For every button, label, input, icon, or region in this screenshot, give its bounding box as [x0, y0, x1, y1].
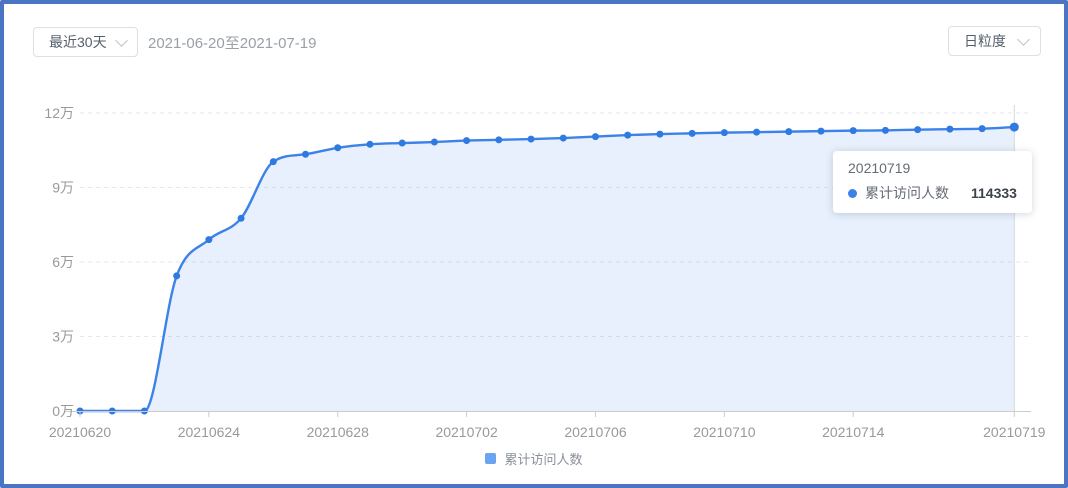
data-point [398, 139, 406, 147]
data-point [720, 129, 728, 137]
data-point [463, 137, 471, 145]
y-axis-label: 3万 [52, 329, 74, 345]
x-axis-label: 20210710 [693, 424, 756, 440]
data-point [430, 138, 438, 146]
data-point [785, 128, 793, 136]
data-point [302, 150, 310, 158]
data-point [591, 133, 599, 141]
data-point [173, 272, 181, 280]
date-range-text: 2021-06-20至2021-07-19 [148, 34, 317, 52]
data-point [559, 134, 567, 142]
y-axis-label: 0万 [52, 403, 74, 419]
data-point [688, 129, 696, 137]
data-point [817, 127, 825, 135]
date-range-select[interactable]: 最近30天 [33, 27, 138, 57]
x-axis-label: 20210620 [49, 424, 112, 440]
data-point [334, 144, 342, 152]
legend-label: 累计访问人数 [504, 452, 583, 467]
granularity-select[interactable]: 日粒度 [948, 26, 1041, 56]
y-axis-label: 9万 [52, 180, 74, 196]
data-point [914, 126, 922, 134]
x-axis-label: 20210628 [307, 424, 370, 440]
data-point [946, 125, 954, 133]
data-point [269, 158, 277, 166]
granularity-select-value: 日粒度 [964, 33, 1006, 49]
data-point [849, 127, 857, 135]
x-axis-label: 20210702 [435, 424, 498, 440]
legend: 累计访问人数 [0, 449, 1068, 468]
chevron-down-icon [114, 33, 128, 47]
legend-marker-icon [485, 453, 497, 464]
data-point [624, 131, 632, 139]
data-point [753, 128, 761, 136]
x-axis-label: 20210719 [983, 424, 1046, 440]
data-point-highlighted [1009, 122, 1019, 132]
data-point [205, 236, 213, 244]
data-point [366, 140, 374, 148]
data-point [656, 130, 664, 138]
data-point [978, 125, 986, 133]
data-point [881, 126, 889, 134]
series-area-fill [80, 127, 1015, 411]
y-axis-label: 6万 [52, 254, 74, 270]
legend-item-cumulative-visitors[interactable]: 累计访问人数 [485, 449, 583, 468]
data-point [495, 136, 503, 144]
x-axis-label: 20210624 [178, 424, 241, 440]
data-point [237, 214, 245, 222]
data-point [527, 135, 535, 143]
chevron-down-icon [1017, 32, 1030, 46]
date-range-select-value: 最近30天 [49, 34, 107, 50]
x-axis-label: 20210706 [564, 424, 627, 440]
x-axis-label: 20210714 [822, 424, 885, 440]
y-axis-label: 12万 [44, 105, 74, 121]
